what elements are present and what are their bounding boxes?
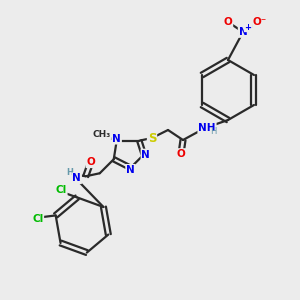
Text: O: O xyxy=(86,157,95,167)
Text: H: H xyxy=(66,168,73,177)
Text: NH: NH xyxy=(198,123,216,133)
Text: Cl: Cl xyxy=(32,214,43,224)
Text: O⁻: O⁻ xyxy=(253,17,267,27)
Text: N: N xyxy=(126,165,135,175)
Text: N: N xyxy=(72,173,81,183)
Text: S: S xyxy=(148,131,156,145)
Text: N: N xyxy=(112,134,121,144)
Text: N: N xyxy=(141,149,150,160)
Text: CH₃: CH₃ xyxy=(93,130,111,139)
Text: Cl: Cl xyxy=(56,185,67,195)
Text: H: H xyxy=(210,128,216,136)
Text: O: O xyxy=(224,17,232,27)
Text: +: + xyxy=(244,22,251,32)
Text: N: N xyxy=(238,27,247,37)
Text: O: O xyxy=(177,149,185,159)
